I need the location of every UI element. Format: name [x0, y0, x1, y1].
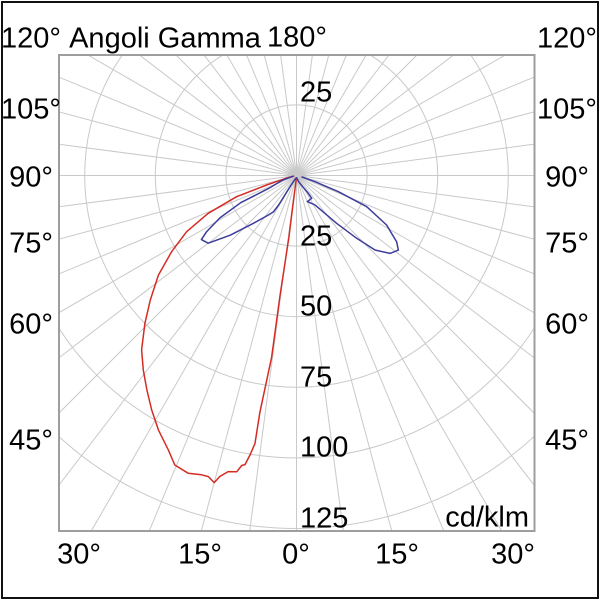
- gamma-angle-label-left: 75°: [9, 227, 53, 260]
- grid-spoke: [296, 175, 535, 275]
- radial-tick-label-upper: 25: [300, 76, 333, 109]
- grid-spoke: [296, 143, 535, 176]
- grid-spoke: [175, 55, 297, 176]
- grid-spoke: [296, 175, 503, 531]
- grid-spoke: [226, 55, 297, 176]
- gamma-angle-label-bottom: 15°: [375, 538, 419, 571]
- grid-spoke: [296, 175, 535, 359]
- gamma-angle-label-right: 105°: [537, 93, 597, 126]
- grid-spoke: [296, 175, 535, 314]
- grid-spoke: [200, 175, 297, 531]
- grid-spoke: [296, 175, 535, 240]
- grid-spoke: [296, 111, 535, 176]
- grid-spoke: [280, 55, 297, 176]
- grid-spoke: [59, 175, 297, 240]
- radial-tick-label: 50: [300, 290, 333, 323]
- grid-spoke: [296, 175, 393, 531]
- gamma-180-label: 180°: [267, 21, 327, 54]
- radial-tick-label: 75: [300, 361, 333, 394]
- gamma-angle-label-bottom: 30°: [491, 538, 535, 571]
- grid-spoke: [296, 55, 455, 176]
- grid-spoke: [86, 55, 297, 176]
- grid-ring: [59, 326, 535, 459]
- grid-spoke: [59, 175, 297, 414]
- grid-ring: [225, 104, 368, 247]
- unit-label: cd/klm: [445, 501, 529, 534]
- grid-spoke: [59, 175, 297, 486]
- grid-spoke: [90, 175, 297, 531]
- grid-ring: [59, 435, 535, 529]
- grid-spoke: [59, 175, 297, 208]
- gamma-angle-label-left: 105°: [1, 93, 61, 126]
- grid-spoke: [296, 55, 390, 176]
- chart-title: Angoli Gamma: [69, 22, 261, 55]
- grid-spoke: [59, 143, 297, 176]
- gamma-angle-label-right: 75°: [545, 227, 589, 260]
- grid-spoke: [263, 55, 297, 176]
- grid-spoke: [296, 55, 507, 176]
- blue-curve: [200, 175, 400, 255]
- grid-spoke: [59, 175, 297, 275]
- gamma-angle-label-right: 120°: [537, 22, 597, 55]
- grid-spoke: [59, 175, 297, 359]
- gamma-angle-label-bottom: 0°: [282, 538, 310, 571]
- grid-spoke: [296, 175, 535, 487]
- grid-spoke: [59, 76, 297, 176]
- grid-spoke: [246, 55, 297, 176]
- gamma-angle-label-left: 120°: [1, 22, 61, 55]
- grid-spoke: [296, 55, 347, 176]
- grid-spoke: [138, 55, 297, 176]
- grid-spoke: [296, 55, 418, 176]
- gamma-angle-label-right: 60°: [545, 308, 589, 341]
- grid-ring: [154, 55, 439, 318]
- grid-spoke: [296, 55, 330, 176]
- plot-border: [58, 54, 536, 532]
- gamma-angle-label-left: 45°: [9, 424, 53, 457]
- grid-ring: [84, 55, 509, 388]
- gamma-angle-label-left: 60°: [9, 308, 53, 341]
- gamma-angle-label-left: 90°: [9, 161, 53, 194]
- radial-tick-label: 125: [300, 502, 349, 535]
- grid-spoke: [203, 55, 297, 176]
- grid-spoke: [296, 175, 344, 531]
- radial-tick-label: 100: [300, 431, 349, 464]
- grid-spoke: [296, 175, 445, 531]
- gamma-angle-label-right: 90°: [545, 161, 589, 194]
- radial-tick-label: 25: [300, 220, 333, 253]
- grid-spoke: [296, 55, 313, 176]
- red-curve: [140, 175, 298, 484]
- grid-spoke: [296, 175, 535, 208]
- gamma-angle-label-bottom: 30°: [57, 538, 101, 571]
- grid-spoke: [59, 111, 297, 176]
- gamma-angle-label-bottom: 15°: [178, 538, 222, 571]
- gamma-angle-label-right: 45°: [545, 424, 589, 457]
- grid-spoke: [148, 175, 297, 531]
- grid-spoke: [296, 55, 367, 176]
- grid-spoke: [296, 76, 535, 176]
